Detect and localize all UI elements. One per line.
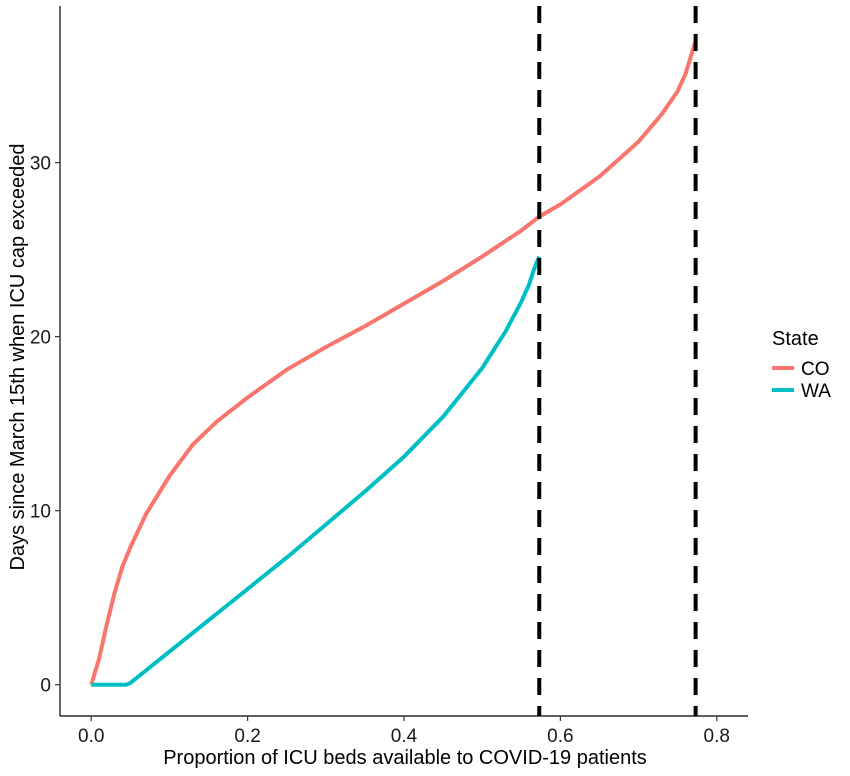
legend-title: State [772,328,819,350]
x-axis-title: Proportion of ICU beds available to COVI… [163,747,647,769]
series-line-co [89,40,698,686]
x-tick-label: 0.2 [234,726,260,747]
vline-layer [537,6,698,716]
x-tick-label: 0.8 [704,726,730,747]
series-line-wa [91,255,542,687]
legend-label-co: CO [801,359,830,380]
plot-panel: 0.0 0.2 0.4 0.6 0.8 0 10 20 30 [30,6,748,747]
y-tick-label: 0 [40,676,51,697]
y-tick-label: 30 [30,154,51,175]
x-tick-label: 0.4 [391,726,418,747]
x-tick-label: 0.0 [78,726,104,747]
series-layer [89,40,698,687]
x-tick-label: 0.6 [547,726,573,747]
y-tick-label: 10 [30,502,51,523]
x-axis-ticks: 0.0 0.2 0.4 0.6 0.8 [78,716,730,747]
legend-label-wa: WA [801,381,831,402]
y-tick-label: 20 [30,328,51,349]
y-axis-ticks: 0 10 20 30 [30,154,60,697]
y-axis-title: Days since March 15th when ICU cap excee… [7,144,29,571]
